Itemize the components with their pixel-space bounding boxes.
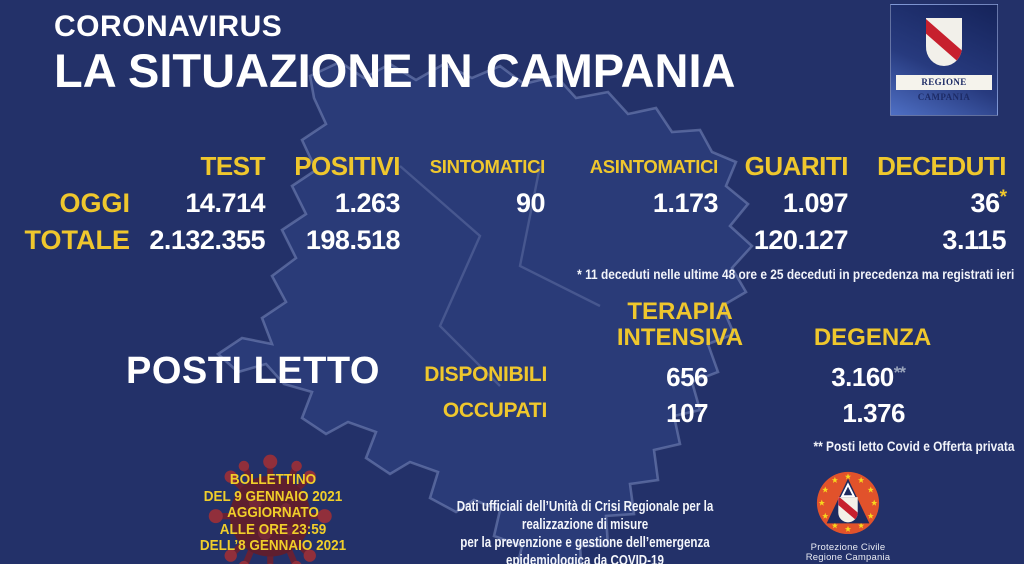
stat-oggi-positivi: 1.263 [334,188,401,218]
terapia-line2: INTENSIVA [616,324,744,351]
stat-totale-test: 2.132.355 [149,225,265,255]
disclaimer-line2: per la prevenzione e gestione dell’emerg… [460,535,710,564]
regione-campania-logo: REGIONE CAMPANIA [890,4,998,116]
row-label-disponibili: DISPONIBILI [424,363,547,386]
stat-oggi-deceduti-value: 36 [970,188,1001,218]
bollettino-line: DEL 9 GENNAIO 2021 [203,487,343,505]
stat-oggi-sintomatici: 90 [515,188,546,218]
bollettino-line: AGGIORNATO [227,504,319,521]
terapia-line1: TERAPIA [627,298,733,325]
protezione-civile-emblem-icon [816,471,880,535]
coronavirus-icon [208,454,332,564]
col-header-deceduti: DECEDUTI [877,151,1006,181]
footnote-posti-letto: ** Posti letto Covid e Offerta privata [812,438,1014,454]
protezione-civile-caption: Protezione Civile Regione Campania [800,543,896,563]
bollettino-line: DELL’8 GENNAIO 2021 [199,537,347,554]
campania-shield-icon [925,18,963,67]
campania-map-icon [215,60,754,564]
row-label-occupati: OCCUPATI [442,399,547,422]
stat-occupati-degenza: 1.376 [842,398,905,428]
deceduti-asterisk: * [999,187,1007,208]
disclaimer-text: Dati ufficiali dell’Unità di Crisi Regio… [421,498,749,564]
bollettino-line: ALLE ORE 23:59 [219,520,327,538]
disclaimer-line1: Dati ufficiali dell’Unità di Crisi Regio… [456,499,714,533]
pc-caption-line1: Protezione Civile [810,542,886,553]
title-coronavirus: CORONAVIRUS [54,10,283,43]
stat-oggi-deceduti: 36* [848,187,1008,218]
col-header-positivi: POSITIVI [294,151,400,181]
col-header-asintomatici: ASINTOMATICI [589,155,719,177]
col-header-terapia-intensiva: TERAPIA INTENSIVA [595,299,765,351]
protezione-civile-logo: Protezione Civile Regione Campania [800,468,896,563]
footnote-deceduti: * 11 deceduti nelle ultime 48 ore e 25 d… [576,266,1014,282]
row-label-oggi: OGGI [59,188,130,218]
row-label-totale: TOTALE [24,225,131,255]
stat-totale-guariti: 120.127 [753,225,849,255]
title-situazione: LA SITUAZIONE IN CAMPANIA [54,44,736,97]
col-header-degenza: DEGENZA [813,324,932,351]
stat-disponibili-degenza: 3.160** [795,362,906,392]
stat-totale-deceduti: 3.115 [942,225,1006,255]
bollettino-line: BOLLETTINO [229,471,317,488]
title-block: CORONAVIRUS LA SITUAZIONE IN CAMPANIA [54,10,736,97]
stat-totale-positivi: 198.518 [305,225,401,255]
col-header-guariti: GUARITI [744,151,849,181]
posti-letto-heading: POSTI LETTO [126,350,380,392]
stat-disponibili-terapia: 656 [666,362,708,392]
stat-oggi-guariti: 1.097 [782,188,849,218]
bollettino-text: BOLLETTINO DEL 9 GENNAIO 2021 AGGIORNATO… [179,471,368,555]
stat-oggi-test: 14.714 [185,188,265,218]
pc-caption-line2: Regione Campania [805,552,891,563]
stats-table: TEST POSITIVI SINTOMATICI ASINTOMATICI G… [18,149,1008,255]
col-header-test: TEST [200,151,266,181]
regione-campania-label: REGIONE CAMPANIA [896,75,992,102]
disponibili-degenza-value: 3.160 [831,362,894,392]
col-header-sintomatici: SINTOMATICI [429,155,546,177]
stat-oggi-asintomatici: 1.173 [652,188,719,218]
degenza-double-asterisk: ** [893,363,906,382]
stat-occupati-terapia: 107 [666,398,708,428]
